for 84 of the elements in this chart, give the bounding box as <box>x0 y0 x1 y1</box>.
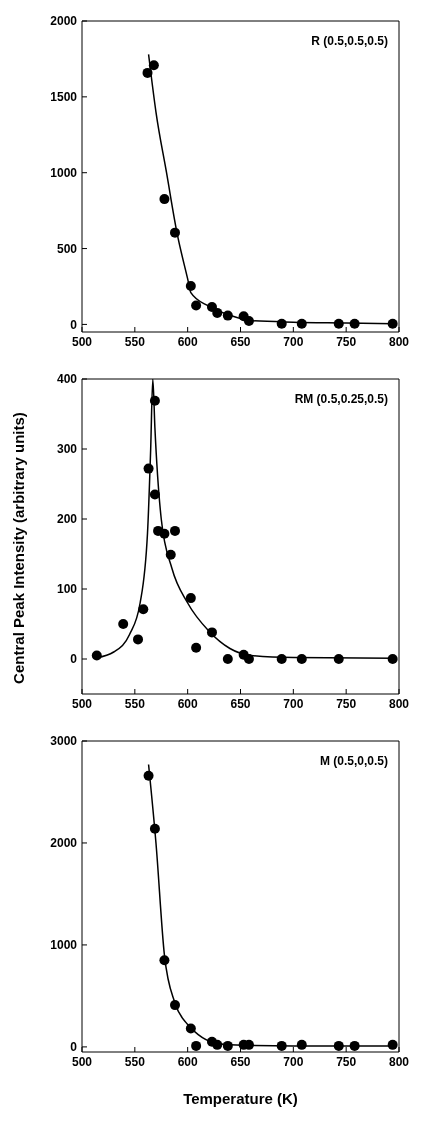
y-axis-title: Central Peak Intensity (arbitrary units) <box>9 412 27 684</box>
point <box>143 770 154 781</box>
x-tick-label: 650 <box>230 334 251 349</box>
point <box>206 627 217 638</box>
x-tick-label: 600 <box>177 334 198 349</box>
point <box>133 634 143 645</box>
x-tick-label: 700 <box>283 334 304 349</box>
point <box>191 300 202 311</box>
point <box>91 650 102 661</box>
x-tick-label: 700 <box>283 696 304 711</box>
point <box>143 463 154 474</box>
point <box>169 227 180 238</box>
point <box>185 281 196 292</box>
point <box>138 604 149 615</box>
y-tick-label: 3000 <box>50 734 78 749</box>
x-tick-label: 650 <box>230 1054 251 1069</box>
x-tick-label: 750 <box>336 696 357 711</box>
point <box>333 654 344 664</box>
y-tick-label: 100 <box>56 582 78 597</box>
point <box>222 654 233 664</box>
y-tick-label: 2000 <box>50 14 78 29</box>
y-tick-label: 1500 <box>50 90 78 105</box>
point <box>296 1039 307 1050</box>
point <box>296 318 307 329</box>
point <box>212 307 223 318</box>
point <box>169 525 180 536</box>
point <box>243 654 254 664</box>
point <box>185 1023 196 1034</box>
y-tick-label: 300 <box>56 442 78 457</box>
x-tick-label: 800 <box>388 696 410 711</box>
point <box>349 318 360 329</box>
annotation: RM (0.5,0.25,0.5) <box>294 392 388 406</box>
point <box>276 654 287 664</box>
point <box>222 310 233 321</box>
y-tick-label: 1000 <box>50 165 78 180</box>
x-tick-label: 550 <box>124 1054 146 1069</box>
point <box>387 1039 398 1050</box>
point <box>149 395 160 406</box>
point <box>333 1040 344 1051</box>
point <box>159 955 170 966</box>
point <box>276 1040 287 1051</box>
x-tick-label: 800 <box>388 1054 410 1069</box>
point <box>296 654 307 664</box>
point <box>149 489 160 500</box>
point <box>333 318 344 329</box>
point <box>222 1040 233 1051</box>
point <box>387 654 398 664</box>
y-tick-label: 1000 <box>50 938 78 953</box>
point <box>387 318 398 329</box>
x-tick-label: 750 <box>336 1054 357 1069</box>
x-tick-label: 650 <box>230 696 251 711</box>
annotation: M (0.5,0,0.5) <box>319 754 388 768</box>
annotation: R (0.5,0.5,0.5) <box>311 34 388 48</box>
point <box>118 619 129 629</box>
x-tick-label: 550 <box>124 334 146 349</box>
y-tick-label: 500 <box>56 241 78 256</box>
point <box>206 301 217 312</box>
point <box>276 318 287 329</box>
x-tick-label: 800 <box>388 334 410 349</box>
y-tick-label: 400 <box>56 372 78 387</box>
point <box>142 67 153 78</box>
y-tick-label: 0 <box>70 652 78 667</box>
point <box>243 316 254 327</box>
y-tick-label: 0 <box>70 1040 78 1055</box>
x-tick-label: 600 <box>177 696 198 711</box>
point <box>169 1000 180 1011</box>
point <box>148 60 159 71</box>
point <box>212 1039 223 1050</box>
x-tick-label: 550 <box>124 696 146 711</box>
y-tick-label: 0 <box>70 317 78 332</box>
point <box>185 593 196 604</box>
y-tick-label: 2000 <box>50 836 78 851</box>
point <box>159 528 170 539</box>
point <box>159 194 170 205</box>
x-tick-label: 750 <box>336 334 357 349</box>
point <box>191 1040 202 1051</box>
y-tick-label: 200 <box>56 512 78 527</box>
point <box>191 642 202 653</box>
x-tick-label: 600 <box>177 1054 198 1069</box>
x-axis-title: Temperature (K) <box>183 1090 298 1107</box>
point <box>165 549 176 560</box>
point <box>349 1040 360 1051</box>
x-tick-label: 700 <box>283 1054 304 1069</box>
point <box>149 823 160 834</box>
